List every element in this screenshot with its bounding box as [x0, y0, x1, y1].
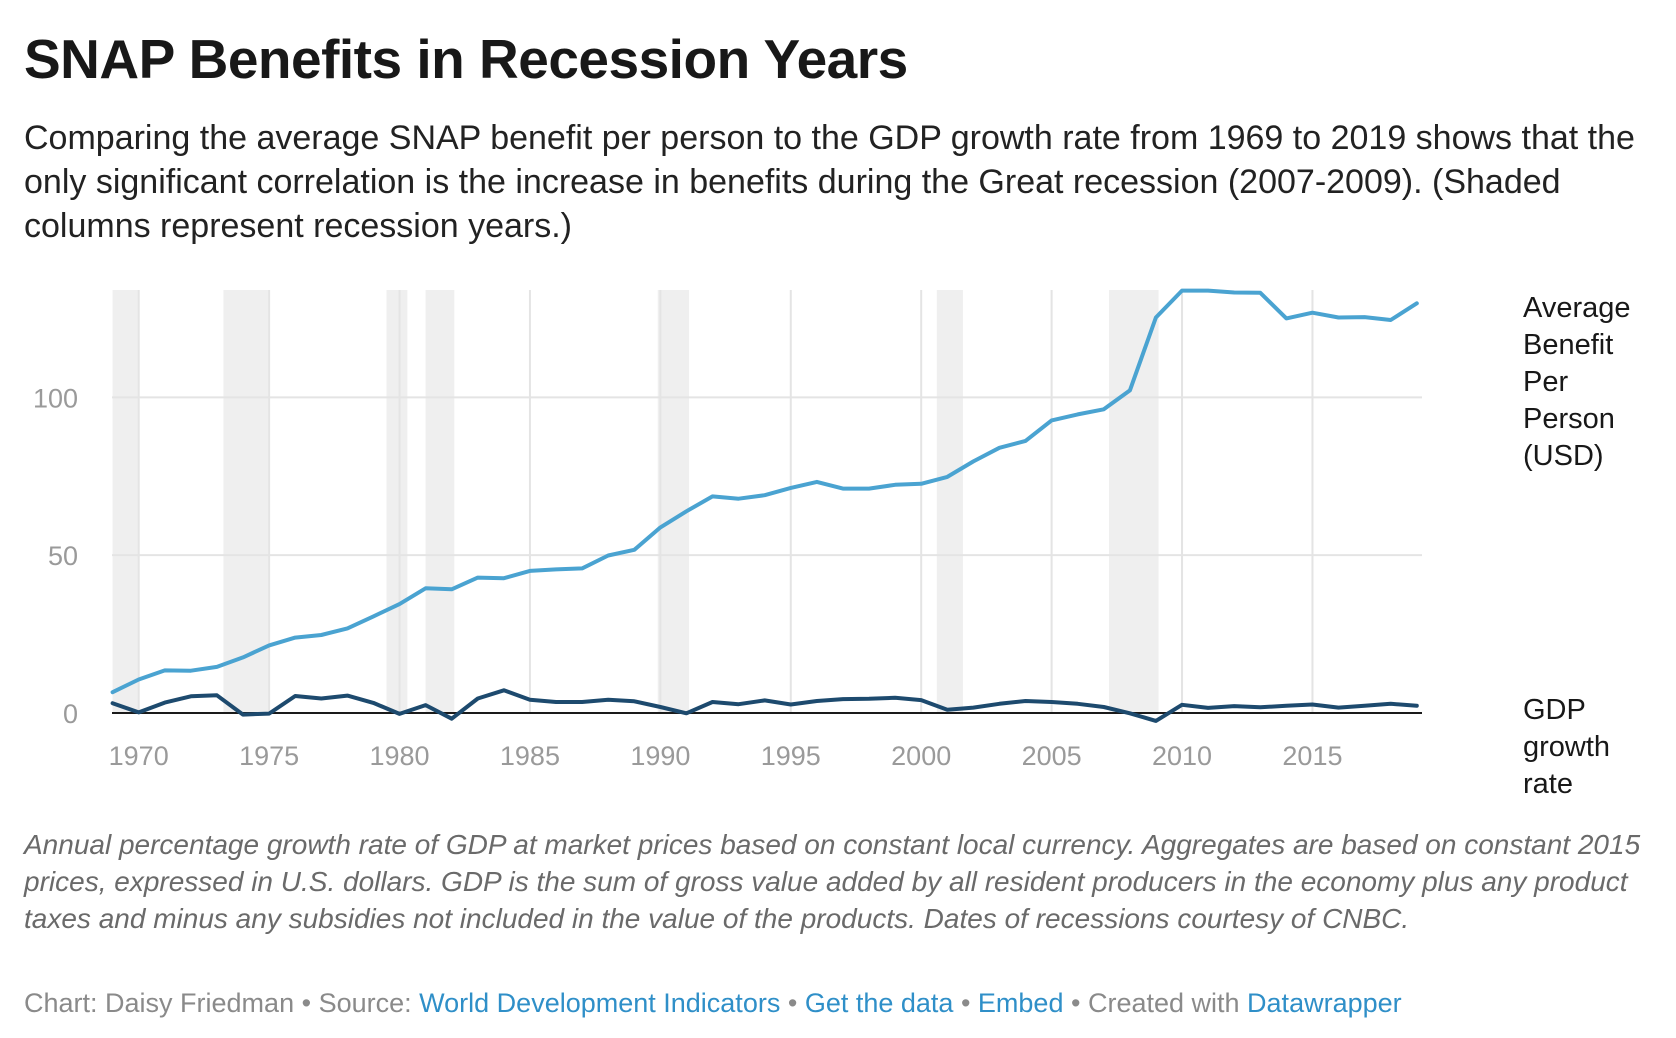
- series-labels: Average Benefit Per Person (USD) GDP growth rat…: [1523, 292, 1631, 800]
- chart-footer: Chart: Daisy Friedman • Source: World De…: [24, 986, 1402, 1020]
- get-data-link[interactable]: Get the data: [804, 988, 954, 1018]
- x-axis-ticks: 1970 1975 1980 1985 1990 1995 2000 2005 2010 2015: [109, 741, 1343, 771]
- recession-band: [657, 290, 690, 713]
- source-label: Source:: [318, 988, 412, 1018]
- x-tick-label: 1975: [239, 741, 299, 771]
- x-tick-label: 2010: [1152, 741, 1212, 771]
- recession-shading: [112, 290, 1159, 713]
- benefit-line: [110, 288, 1419, 695]
- series-lines: [110, 288, 1419, 723]
- recession-band: [386, 290, 408, 713]
- gdp-growth-line: [110, 688, 1419, 723]
- x-tick-label: 2015: [1282, 741, 1342, 771]
- x-tick-label: 2000: [891, 741, 951, 771]
- footer-separator: •: [787, 988, 798, 1018]
- chart-subtitle: Comparing the average SNAP benefit per p…: [24, 119, 1635, 245]
- chart-notes: Annual percentage growth rate of GDP at …: [24, 829, 1641, 934]
- line-chart: 0 50 100 1970 1975 1980 1985 1990 1995 2000 2005 2…: [33, 288, 1631, 800]
- y-tick-label: 50: [48, 541, 78, 571]
- y-tick-label: 0: [63, 699, 78, 729]
- x-tick-label: 2005: [1022, 741, 1082, 771]
- datawrapper-link[interactable]: Datawrapper: [1247, 988, 1402, 1018]
- gdp-series-label: GDP growth rate: [1523, 694, 1610, 800]
- recession-band: [425, 290, 455, 713]
- x-tick-label: 1990: [630, 741, 690, 771]
- y-axis-ticks: 0 50 100: [33, 383, 78, 729]
- recession-band: [1108, 290, 1159, 713]
- x-tick-label: 1995: [761, 741, 821, 771]
- recession-band: [112, 290, 139, 713]
- gridlines: [112, 290, 1422, 714]
- x-tick-label: 1980: [369, 741, 429, 771]
- chart-title: SNAP Benefits in Recession Years: [24, 28, 908, 90]
- recession-band: [223, 290, 270, 713]
- created-with-label: Created with: [1087, 988, 1240, 1018]
- embed-link[interactable]: Embed: [977, 988, 1064, 1018]
- recession-band: [936, 290, 963, 713]
- source-link[interactable]: World Development Indicators: [419, 988, 781, 1018]
- footer-separator: •: [301, 988, 312, 1018]
- y-tick-label: 100: [33, 383, 78, 413]
- chart-credit: Chart: Daisy Friedman: [24, 988, 295, 1018]
- x-tick-label: 1985: [500, 741, 560, 771]
- footer-separator: •: [1070, 988, 1081, 1018]
- x-tick-label: 1970: [109, 741, 169, 771]
- benefit-series-label: Average Benefit Per Person (USD): [1523, 292, 1631, 472]
- footer-separator: •: [960, 988, 971, 1018]
